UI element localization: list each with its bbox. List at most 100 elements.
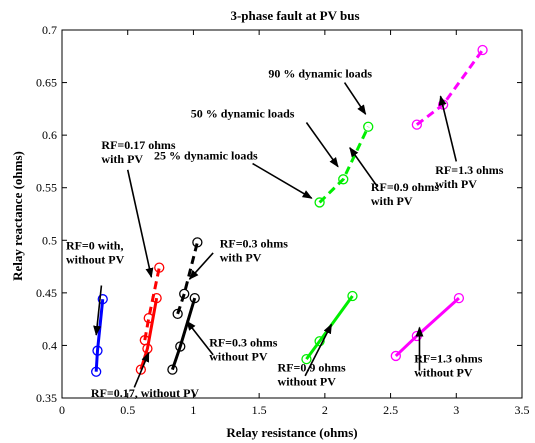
annotation-label: RF=1.3 ohms [414, 351, 483, 365]
series-line [143, 267, 161, 341]
annotation: 25 % dynamic loads [154, 148, 313, 199]
data-point [411, 119, 423, 130]
data-point [154, 262, 165, 273]
annotation-label: 25 % dynamic loads [154, 148, 258, 162]
y-axis-label: Relay reactance (ohms) [10, 151, 25, 281]
annotation-arrow [438, 95, 458, 162]
annotation-label: with PV [435, 177, 477, 191]
series [314, 121, 374, 208]
annotation-arrow [305, 122, 339, 168]
y-tick-label: 0.35 [36, 391, 57, 405]
annotation-label: RF=0.9 ohms [278, 361, 347, 375]
annotation-label: with PV [220, 251, 262, 265]
data-point [314, 197, 325, 208]
annotation: 90 % dynamic loads [268, 66, 372, 115]
annotation-arrow [252, 162, 313, 199]
x-tick-label: 2 [322, 403, 328, 417]
data-point [91, 366, 102, 377]
annotation-arrow [349, 146, 379, 188]
x-tick-label: 0 [59, 403, 65, 417]
series [172, 237, 203, 320]
y-tick-label: 0.65 [36, 76, 57, 90]
series-line [170, 297, 197, 371]
annotation: RF=0.17, without PV [91, 351, 200, 400]
annotation-label: RF=0.3 ohms [209, 335, 278, 349]
annotation: 50 % dynamic loads [191, 106, 339, 168]
chart-title: 3-phase fault at PV bus [230, 8, 359, 23]
annotation-arrow [304, 323, 333, 377]
annotation-arrow [126, 169, 154, 279]
plot-area [61, 29, 523, 399]
data-point [175, 341, 186, 352]
data-point [179, 288, 190, 300]
annotation-arrow [93, 285, 103, 336]
axes: 0 0.5 1 1.5 2 2.5 3 3.5 0.35 0.4 0.45 0.5 0.55 0.6 0.6… [36, 23, 530, 417]
data-point [338, 174, 349, 185]
data-point [189, 292, 200, 304]
series-line [94, 299, 105, 372]
annotation-arrow [133, 351, 150, 388]
y-tick-label: 0.7 [42, 23, 57, 37]
data-point [363, 121, 374, 132]
y-tick-label: 0.4 [42, 338, 57, 352]
annotation-label: RF=1.3 ohms [435, 163, 504, 177]
y-tick-label: 0.55 [36, 181, 57, 195]
annotation-arrow [186, 320, 214, 356]
annotation: RF=0 with,without PV [66, 239, 125, 336]
series-line [318, 126, 370, 204]
data-point [453, 292, 465, 304]
x-tick-label: 2.5 [383, 403, 398, 417]
x-tick-label: 1.5 [252, 403, 267, 417]
series-group [91, 44, 488, 377]
x-axis-label: Relay resistance (ohms) [226, 425, 357, 440]
y-tick-label: 0.45 [36, 286, 57, 300]
data-point [143, 312, 154, 324]
annotation-label: without PV [66, 253, 125, 267]
data-point [167, 364, 178, 375]
y-tick-label: 0.6 [42, 128, 57, 142]
series [301, 290, 358, 365]
annotation-label: 90 % dynamic loads [268, 66, 372, 80]
x-tick-label: 0.5 [120, 403, 135, 417]
data-point [192, 237, 203, 248]
annotation-label: RF=0.17 ohms [101, 138, 176, 152]
data-point [139, 335, 150, 346]
data-point [301, 353, 312, 365]
annotation-label: without PV [414, 365, 473, 379]
series [91, 294, 108, 377]
series-line [176, 242, 199, 315]
annotation-label: with PV [371, 194, 413, 208]
data-point [314, 336, 325, 347]
annotation-label: without PV [278, 375, 337, 389]
series [167, 292, 200, 375]
series-line [305, 295, 354, 360]
data-point [347, 290, 358, 302]
annotation-arrow [343, 82, 367, 115]
annotation-label: RF=0.17, without PV [91, 386, 200, 400]
x-tick-label: 1 [190, 403, 196, 417]
data-point [97, 294, 108, 305]
annotation-label: RF=0.3 ohms [220, 237, 289, 251]
plot-frame [61, 29, 523, 399]
annotation-label: with PV [101, 152, 143, 166]
data-point [135, 364, 147, 375]
y-tick-label: 0.5 [42, 233, 57, 247]
annotation-label: RF=0 with, [66, 239, 124, 253]
annotation-label: without PV [209, 349, 268, 363]
data-point [390, 350, 401, 362]
annotation-arrow [188, 252, 214, 280]
data-point [172, 308, 183, 320]
series [139, 262, 165, 346]
x-tick-label: 3.5 [515, 403, 530, 417]
data-point [477, 44, 488, 56]
annotation-label: 50 % dynamic loads [191, 106, 295, 120]
annotation-label: RF=0.9 ohms [371, 180, 440, 194]
